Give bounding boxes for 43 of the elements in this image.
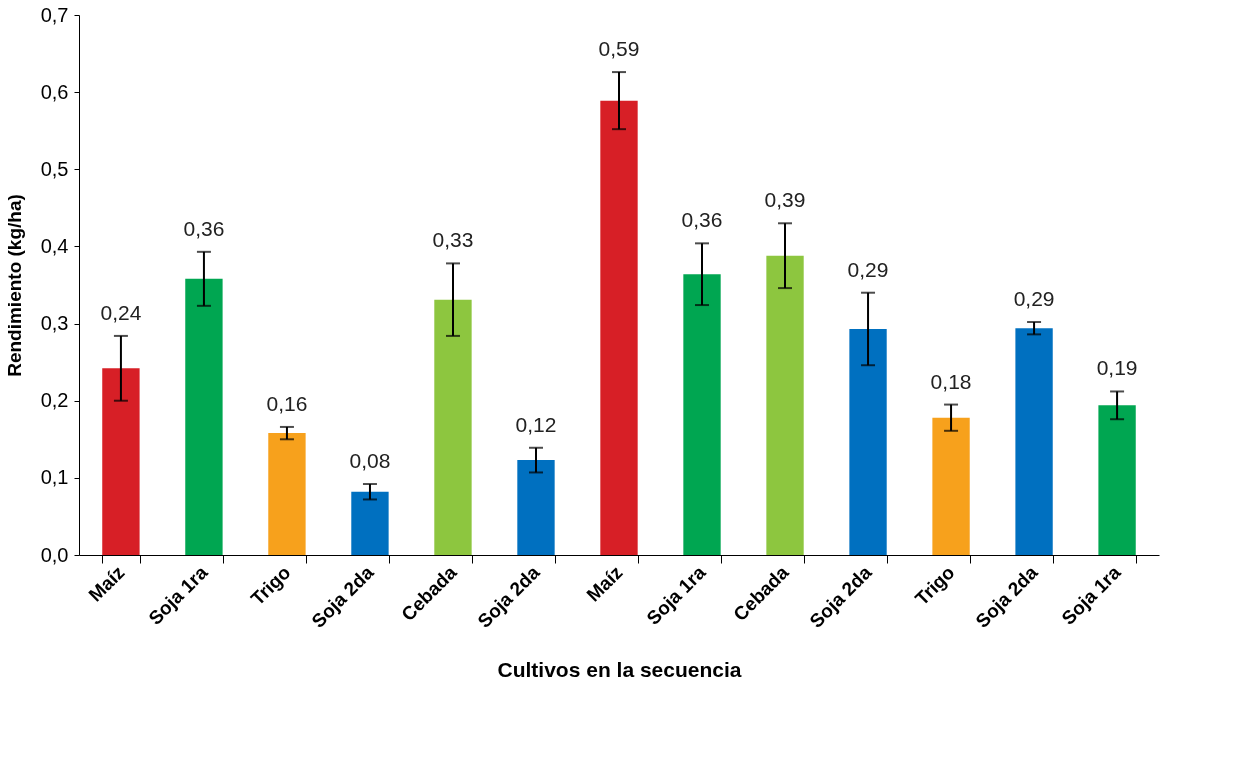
data-label: 0,24 xyxy=(100,300,142,324)
data-label: 0,29 xyxy=(847,257,889,281)
bar xyxy=(434,299,472,555)
bar xyxy=(683,274,721,555)
y-tick-label: 0,3 xyxy=(40,312,69,335)
y-tick-label: 0,6 xyxy=(40,80,69,103)
bar xyxy=(517,460,555,555)
y-axis-title: Rendimiento (kg/ha) xyxy=(3,194,25,377)
bar xyxy=(351,491,389,555)
bar xyxy=(849,328,887,555)
bar xyxy=(1098,405,1136,555)
y-tick-label: 0,7 xyxy=(40,3,69,26)
data-label: 0,36 xyxy=(681,208,723,232)
data-label: 0,18 xyxy=(930,369,972,393)
data-label: 0,08 xyxy=(349,449,391,473)
y-tick-label: 0,1 xyxy=(40,466,69,489)
y-tick-label: 0,4 xyxy=(40,234,69,257)
bar xyxy=(932,417,970,555)
y-tick-label: 0,0 xyxy=(40,543,69,566)
data-label: 0,36 xyxy=(183,216,225,240)
bar xyxy=(1015,328,1053,555)
bar xyxy=(766,255,804,555)
data-label: 0,16 xyxy=(266,391,308,415)
data-label: 0,19 xyxy=(1096,356,1138,380)
x-tick-label: Soja 1ra xyxy=(144,561,212,629)
bar xyxy=(185,278,223,555)
data-label: 0,12 xyxy=(515,412,557,436)
x-tick-label: Soja 1ra xyxy=(642,561,710,629)
bar xyxy=(600,100,638,555)
data-label: 0,33 xyxy=(432,228,474,252)
x-axis-title: Cultivos en la secuencia xyxy=(497,657,742,681)
x-tick-label: Soja 2da xyxy=(971,561,1042,632)
y-tick-label: 0,2 xyxy=(40,389,69,412)
x-tick-label: Soja 2da xyxy=(805,561,876,632)
data-label: 0,59 xyxy=(598,37,640,61)
bar xyxy=(102,368,140,555)
x-tick-label: Soja 1ra xyxy=(1057,561,1125,629)
x-tick-label: Soja 2da xyxy=(307,561,378,632)
y-tick-label: 0,5 xyxy=(40,157,69,180)
data-label: 0,29 xyxy=(1013,287,1055,311)
bar xyxy=(268,433,306,555)
data-label: 0,39 xyxy=(764,188,806,212)
x-tick-label: Soja 2da xyxy=(473,561,544,632)
